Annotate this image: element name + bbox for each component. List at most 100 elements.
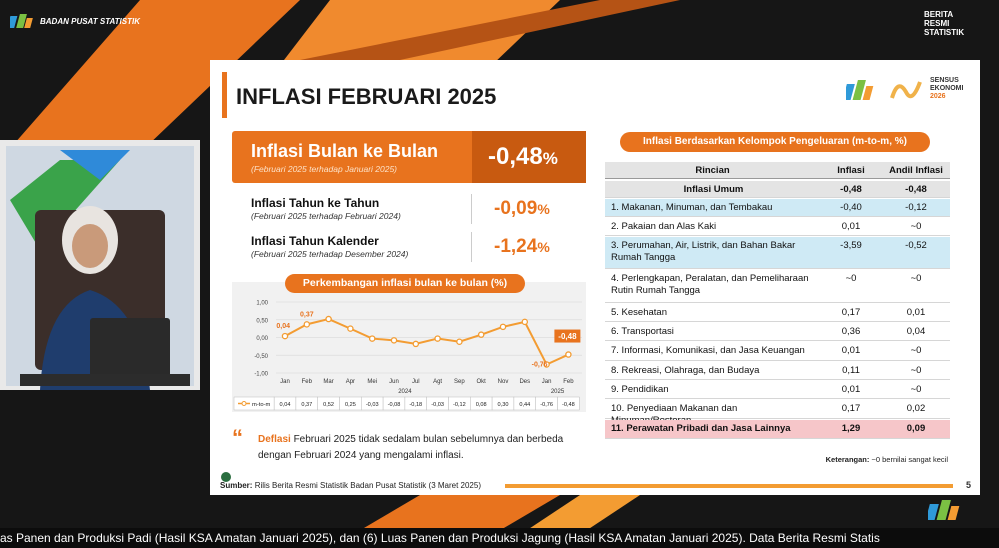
note-label: Keterangan: [825, 455, 870, 464]
table-row [605, 362, 950, 380]
table-cell: 8. Rekreasi, Olahraga, dan Budaya [611, 365, 760, 376]
marker [565, 351, 572, 358]
table-value: -0,12 [453, 402, 466, 408]
mtm-sub: (Februari 2025 terhadap Januari 2025) [251, 164, 398, 174]
slide-title: INFLASI FEBRUARI 2025 [236, 84, 497, 109]
marker [499, 323, 507, 331]
table-cell: 2. Pakaian dan Alas Kaki [611, 221, 717, 232]
table-cell: ~0 [910, 384, 922, 395]
table-row [605, 304, 950, 322]
table-note: Keterangan: ~0 bernilai sangat kecil [800, 455, 948, 464]
table-cell: -0,12 [905, 202, 927, 213]
table-cell: 0,04 [906, 326, 926, 337]
x-tick-label: Jan [542, 379, 552, 385]
table-value: -0,03 [431, 402, 444, 408]
x-tick-label: Agt [433, 379, 442, 385]
legend-marker [241, 401, 247, 406]
table-cell: -0,40 [840, 202, 862, 213]
marker [347, 325, 354, 332]
x-tick-label: Mei [367, 379, 377, 385]
legend-cell [233, 396, 275, 411]
table-value: -0,18 [409, 402, 422, 408]
table-value: 0,25 [345, 402, 356, 408]
marker [477, 331, 485, 338]
source-text: Rilis Berita Resmi Statistik Badan Pusat… [254, 481, 481, 490]
table-cell: 0,01 [906, 307, 926, 318]
table-cell: -3,59 [840, 240, 862, 251]
yoy-label: Inflasi Tahun ke Tahun [251, 196, 380, 210]
note-lead: Deflasi [258, 434, 291, 445]
table-cell: -0,48 [905, 184, 927, 195]
se-line: 2026 [930, 93, 946, 100]
chart-panel [232, 282, 586, 412]
marker [325, 315, 332, 323]
table-header-bg [605, 162, 950, 179]
unit: % [542, 149, 558, 168]
ticker: as Panen dan Produksi Padi (Hasil KSA Am… [0, 531, 880, 545]
table-cell: 11. Perawatan Pribadi dan Jasa Lainnya [611, 423, 791, 434]
yoy-value: -0,09% [494, 198, 550, 220]
x-tick-label: Okt [477, 379, 487, 385]
year-label: 2024 [398, 389, 412, 395]
table-cell: -0,48 [840, 184, 862, 195]
marker [368, 335, 376, 342]
footer-bar [505, 484, 953, 488]
table-cell: ~0 [910, 221, 922, 232]
org-name: BADAN PUSAT STATISTIK [40, 17, 140, 26]
value: -0,48 [488, 143, 543, 170]
table-row [605, 181, 950, 198]
table-row [605, 420, 950, 439]
se-line: EKONOMI [930, 85, 964, 92]
marker [456, 338, 463, 346]
table-cell: ~0 [910, 345, 922, 356]
yoy-sub: (Februari 2025 terhadap Februari 2024) [251, 211, 401, 221]
table-value: -0,08 [388, 402, 401, 408]
table-cell: Inflasi Umum [683, 184, 744, 195]
table-cell: 9. Pendidikan [611, 384, 669, 395]
se-logo [846, 80, 874, 100]
unit: % [537, 201, 550, 217]
ytd-value: -1,24% [494, 236, 550, 258]
table-value: -0,03 [366, 402, 379, 408]
y-tick-label: 0,50 [256, 318, 268, 324]
table-cell: 3. Perumahan, Air, Listrik, dan Bahan Ba… [611, 240, 796, 263]
table: Rincian Inflasi Andil Inflasi Inflasi Umum -… [605, 0, 950, 439]
table-row [605, 270, 950, 303]
table-value: 0,04 [280, 402, 291, 408]
y-tick-label: -1,00 [254, 372, 268, 378]
bps-logo-small [928, 500, 960, 520]
table-header: Andil Inflasi [889, 165, 943, 176]
mtm-value: -0,48% [488, 143, 558, 171]
legend-label: m-to-m [252, 402, 271, 408]
table-cell: 0,11 [842, 365, 860, 376]
divider [471, 194, 472, 224]
table-cell: 0,17 [841, 403, 861, 414]
table-value: 0,30 [498, 402, 509, 408]
table-value: 0,52 [323, 402, 334, 408]
table-cell: 0,02 [906, 403, 926, 414]
se-logo-mark [890, 81, 922, 99]
table-cell: 0,36 [841, 326, 861, 337]
x-tick-label: Feb [563, 379, 574, 385]
table-cell: ~0 [845, 273, 857, 284]
table-value: 0,37 [301, 402, 312, 408]
table-cell: -0,52 [905, 240, 927, 251]
divider [471, 232, 472, 262]
source: Sumber: Rilis Berita Resmi Statistik Bad… [220, 481, 481, 490]
value: -1,24 [494, 236, 538, 257]
table-value: 0,44 [519, 402, 530, 408]
ytd-sub: (Februari 2025 terhadap Desember 2024) [251, 249, 409, 259]
chart-title: Perkembangan inflasi bulan ke bulan (%) [285, 274, 525, 293]
x-tick-label: Apr [346, 379, 355, 385]
chart: -1,00 -0,50 0,00 0,50 1,00 0,04 0,37 -0,76 -0,48… [233, 301, 582, 411]
note-text: Februari 2025 tidak sedalam bulan sebelu… [258, 434, 564, 461]
table-cell: ~0 [910, 273, 922, 284]
ytd-label: Inflasi Tahun Kalender [251, 234, 379, 248]
marker [390, 337, 398, 344]
table-cell: 4. Perlengkapan, Peralatan, dan Pemeliha… [611, 273, 809, 296]
marker [434, 335, 441, 342]
table-cell: 1,29 [841, 423, 861, 434]
year-label: 2025 [551, 389, 565, 395]
x-tick-label: Jul [412, 379, 420, 385]
